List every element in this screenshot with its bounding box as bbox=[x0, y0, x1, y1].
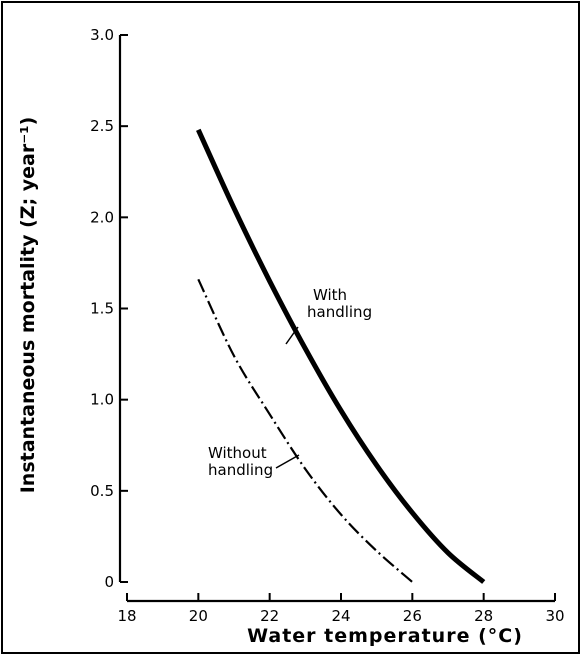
y-tick-label-1: 0.5 bbox=[90, 482, 114, 500]
x-tick-label-3: 24 bbox=[331, 607, 350, 625]
y-tick-label-0: 0 bbox=[104, 573, 114, 591]
y-tick-label-4: 2.0 bbox=[90, 208, 114, 226]
x-tick-label-0: 18 bbox=[117, 607, 136, 625]
series-lines bbox=[196, 128, 486, 584]
y-tick-label-2: 1.0 bbox=[90, 391, 114, 409]
y-tick-label-6: 3.0 bbox=[90, 26, 114, 44]
with-handling-leader bbox=[285, 326, 299, 345]
with-handling-label: With handling bbox=[307, 286, 372, 321]
without-handling-label: Without handling bbox=[208, 444, 273, 479]
y-tick-label-5: 2.5 bbox=[90, 117, 114, 135]
x-tick-label-5: 28 bbox=[474, 607, 493, 625]
y-axis-title: Instantaneous mortality (Z; year⁻¹) bbox=[17, 117, 39, 494]
ticks: 0 0.5 1.0 1.5 2.0 2.5 3.0 18 20 22 24 26 28 30 bbox=[90, 26, 564, 625]
with-handling-label-line-0: With bbox=[313, 286, 347, 304]
without-handling-leader bbox=[275, 454, 300, 469]
with-handling-label-line-1: handling bbox=[307, 303, 372, 321]
x-tick-label-4: 26 bbox=[403, 607, 422, 625]
without-handling-label-line-1: handling bbox=[208, 461, 273, 479]
with-handling-line bbox=[196, 128, 486, 584]
x-tick-label-1: 20 bbox=[189, 607, 208, 625]
x-axis-title: Water temperature (°C) bbox=[247, 625, 523, 647]
x-tick-label-6: 30 bbox=[545, 607, 564, 625]
y-tick-label-3: 1.5 bbox=[90, 300, 114, 318]
without-handling-line bbox=[197, 278, 414, 583]
x-tick-label-2: 22 bbox=[260, 607, 279, 625]
without-handling-label-line-0: Without bbox=[208, 444, 267, 462]
